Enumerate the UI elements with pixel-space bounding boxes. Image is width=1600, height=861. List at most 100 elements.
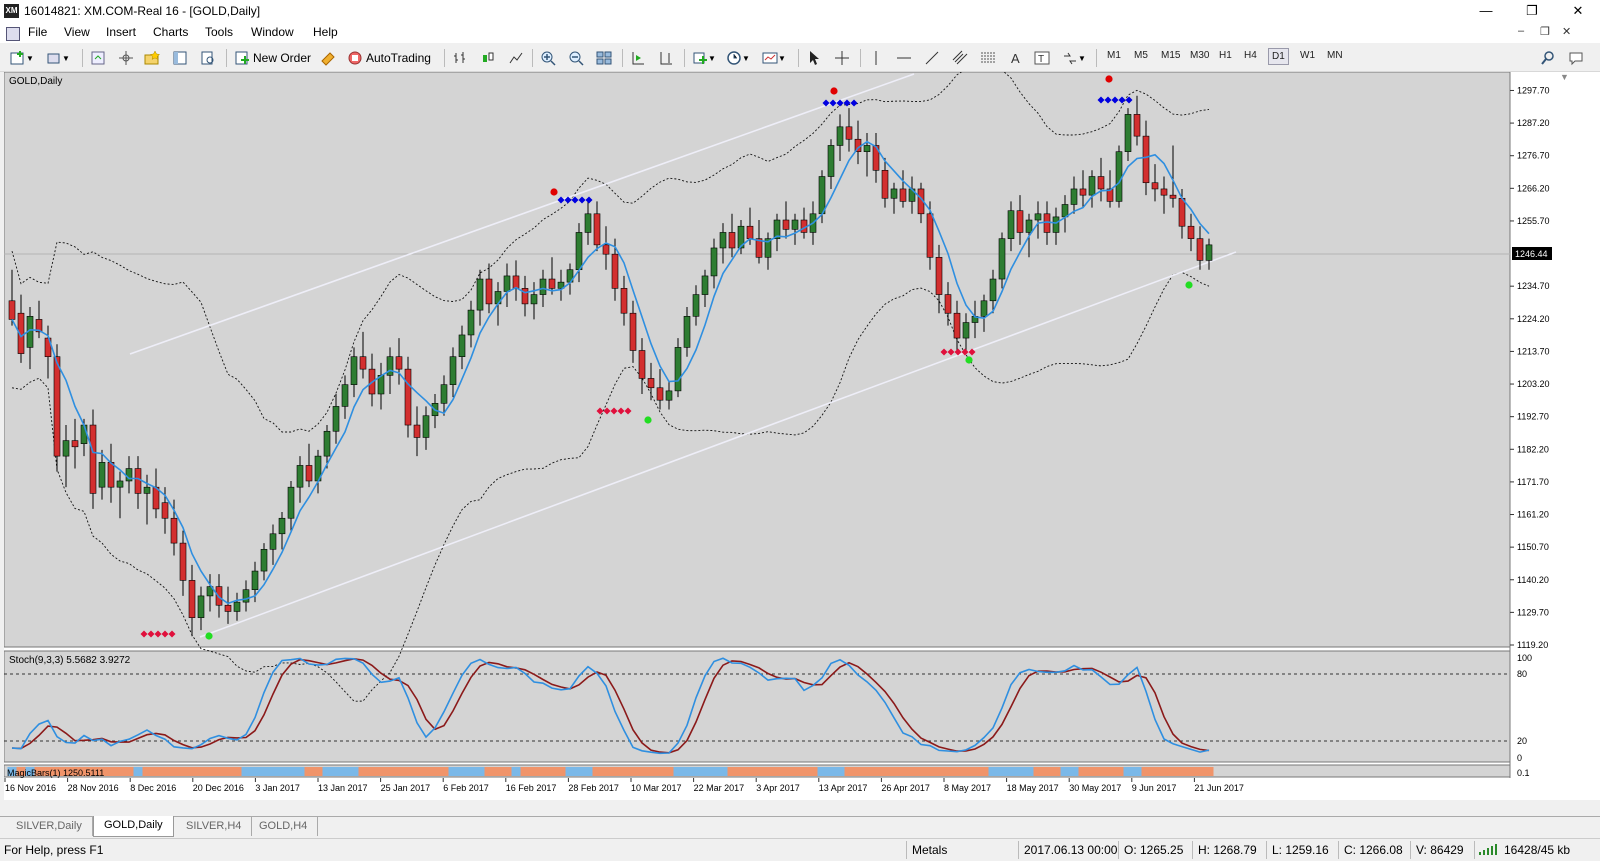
signal-diamond xyxy=(829,99,837,107)
channel-lower-line[interactable] xyxy=(199,251,1237,638)
signal-diamond xyxy=(961,348,969,356)
arrows-button[interactable]: ▼ xyxy=(1062,48,1086,68)
autotrading-button[interactable]: AutoTrading xyxy=(347,48,431,68)
tile-windows-button[interactable] xyxy=(596,48,612,68)
tab-gold-daily[interactable]: GOLD,Daily xyxy=(93,816,174,837)
menu-charts[interactable]: Charts xyxy=(153,25,189,39)
new-order-button[interactable]: New Order xyxy=(234,48,311,68)
templates-icon xyxy=(762,50,778,66)
chat-button[interactable] xyxy=(1568,48,1584,68)
magic-bar xyxy=(520,767,530,776)
crosshair-button[interactable] xyxy=(834,48,850,68)
candlestick-button[interactable] xyxy=(480,48,496,68)
candle-body xyxy=(1070,188,1078,205)
tf-h1[interactable]: H1 xyxy=(1219,50,1232,61)
vertical-line-button[interactable] xyxy=(868,48,884,68)
chart-corner-icon[interactable]: ▼ xyxy=(1560,72,1569,82)
candle-body xyxy=(1088,176,1096,196)
magic-bar xyxy=(700,767,710,776)
minimize-button[interactable]: — xyxy=(1479,3,1493,18)
magic-bar xyxy=(628,767,638,776)
menu-file[interactable]: File xyxy=(28,25,48,39)
magic-bar xyxy=(133,767,143,776)
zoom-in-button[interactable] xyxy=(540,48,556,68)
periods-button[interactable]: ▼ xyxy=(726,48,750,68)
trendline-button[interactable] xyxy=(924,48,940,68)
zoom-out-button[interactable] xyxy=(568,48,584,68)
text-label-button[interactable]: T xyxy=(1034,48,1050,68)
tab-gold-h4[interactable]: GOLD,H4 xyxy=(249,817,319,836)
chart-window-icon[interactable] xyxy=(6,27,20,41)
horizontal-line-button[interactable] xyxy=(896,48,912,68)
chart-canvas[interactable]: 1297.70 1287.20 1276.70 1266.20 1255.70 1234.… xyxy=(3,63,1600,800)
tf-h4[interactable]: H4 xyxy=(1244,50,1257,61)
candle-body xyxy=(836,126,844,146)
templates-button[interactable]: ▼ xyxy=(762,48,786,68)
magic-bar xyxy=(223,767,233,776)
tf-m5[interactable]: M5 xyxy=(1134,50,1148,61)
magic-bar xyxy=(799,767,809,776)
magic-bar xyxy=(646,767,656,776)
candle-body xyxy=(1016,210,1024,233)
tile-windows-icon xyxy=(596,50,612,66)
cursor-button[interactable] xyxy=(806,48,822,68)
tab-silver-daily[interactable]: SILVER,Daily xyxy=(6,817,93,836)
terminal-button[interactable] xyxy=(172,48,188,68)
close-button[interactable]: ✕ xyxy=(1572,3,1584,18)
line-chart-button[interactable] xyxy=(508,48,524,68)
candle-body xyxy=(584,213,592,233)
candle-body xyxy=(413,424,421,438)
magic-bar xyxy=(907,767,917,776)
menu-tools[interactable]: Tools xyxy=(205,25,234,39)
magic-bar xyxy=(961,767,971,776)
metaeditor-button[interactable] xyxy=(320,48,336,68)
tab-silver-h4[interactable]: SILVER,H4 xyxy=(176,817,253,836)
metaeditor-icon xyxy=(320,50,336,66)
price-pane[interactable] xyxy=(3,71,1511,648)
menu-help[interactable]: Help xyxy=(313,25,338,39)
new-chart-button[interactable]: ▼ xyxy=(10,48,34,68)
chart-window[interactable]: 1297.70 1287.20 1276.70 1266.20 1255.70 1234.… xyxy=(3,63,1600,800)
candle-body xyxy=(341,384,349,407)
menu-window[interactable]: Window xyxy=(251,25,294,39)
text-button[interactable]: A xyxy=(1008,48,1024,68)
fibonacci-button[interactable] xyxy=(980,48,996,68)
favorites-button[interactable] xyxy=(144,48,161,68)
tf-mn[interactable]: MN xyxy=(1327,50,1343,61)
navigator-button[interactable] xyxy=(118,48,134,68)
mdi-restore-icon[interactable]: ❐ xyxy=(1540,26,1550,38)
mdi-close-icon[interactable]: ✕ xyxy=(1562,26,1572,38)
tf-m1[interactable]: M1 xyxy=(1107,50,1121,61)
autoscroll-icon xyxy=(630,50,646,66)
indicators-icon xyxy=(692,50,708,66)
tf-m30[interactable]: M30 xyxy=(1190,50,1210,61)
magic-bar xyxy=(844,767,854,776)
candle-body xyxy=(782,219,790,230)
tf-d1[interactable]: D1 xyxy=(1268,48,1289,65)
status-close: C: 1266.08 xyxy=(1344,843,1403,857)
search-button[interactable] xyxy=(1540,48,1556,68)
channel-upper-line[interactable] xyxy=(129,73,915,355)
autoscroll-button[interactable] xyxy=(630,48,646,68)
strategy-tester-button[interactable] xyxy=(200,48,216,68)
bar-chart-button[interactable] xyxy=(452,48,468,68)
maximize-button[interactable]: ❐ xyxy=(1526,3,1538,18)
profiles-button[interactable]: ▼ xyxy=(46,48,70,68)
indicators-button[interactable]: ▼ xyxy=(692,48,716,68)
mdi-minimize-icon[interactable]: – xyxy=(1518,25,1525,37)
magic-bar xyxy=(25,767,35,776)
magic-bar xyxy=(412,767,422,776)
chart-shift-button[interactable] xyxy=(658,48,674,68)
candle-body xyxy=(188,580,196,618)
date-tick-label: 26 Apr 2017 xyxy=(881,783,930,793)
stoch-pane[interactable] xyxy=(3,650,1511,763)
equidistant-channel-button[interactable] xyxy=(952,48,968,68)
menu-view[interactable]: View xyxy=(64,25,90,39)
menu-insert[interactable]: Insert xyxy=(106,25,137,39)
market-watch-button[interactable] xyxy=(90,48,106,68)
tf-m15[interactable]: M15 xyxy=(1161,50,1181,61)
candle-body xyxy=(224,604,232,612)
candle-body xyxy=(962,322,970,339)
candle-body xyxy=(143,486,151,494)
tf-w1[interactable]: W1 xyxy=(1300,50,1315,61)
